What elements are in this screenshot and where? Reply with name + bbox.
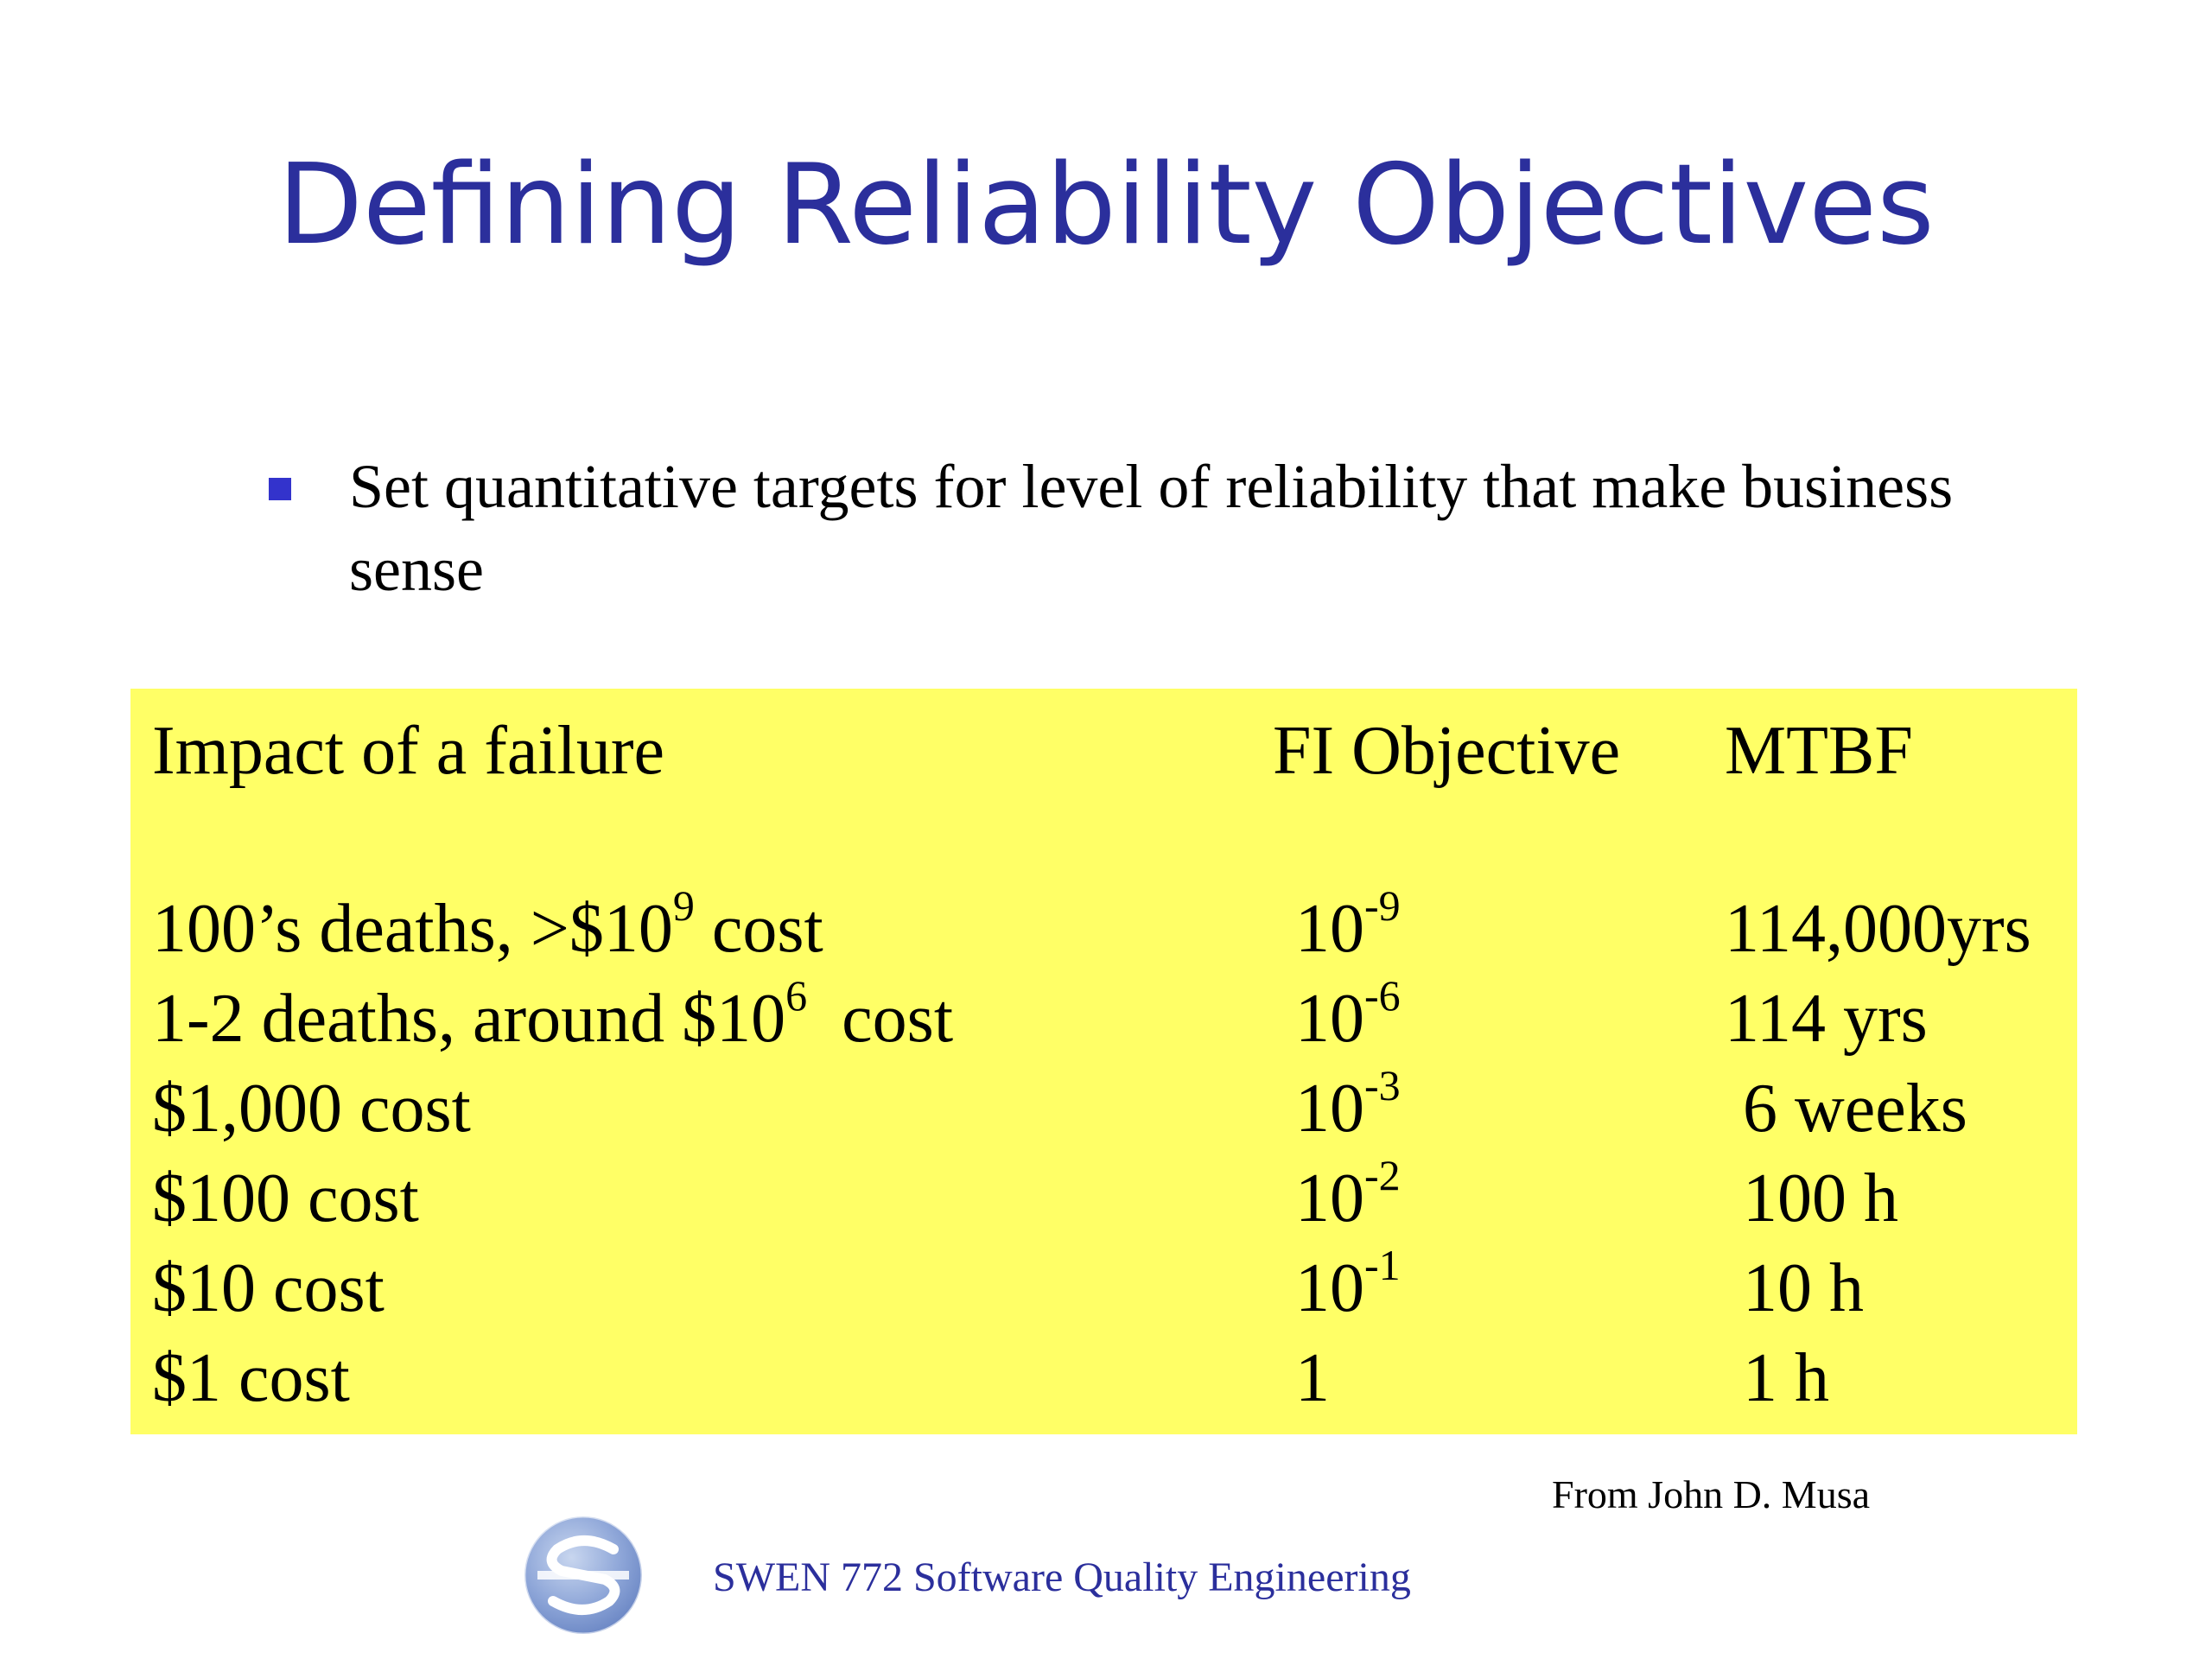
- table-row-fi: 10-1: [1295, 1243, 1401, 1332]
- fi-exponent: -6: [1364, 971, 1401, 1020]
- fi-base: 10: [1295, 1071, 1364, 1147]
- table-row-mtbf: 114 yrs: [1725, 981, 1928, 1057]
- table-row-impact: $100 cost: [152, 1160, 419, 1236]
- fi-base: 10: [1295, 981, 1364, 1057]
- table-row-fi: 10-3: [1295, 1064, 1401, 1152]
- source-credit: From John D. Musa: [1552, 1472, 1871, 1516]
- header-impact: Impact of a failure: [152, 713, 665, 789]
- table-row-fi: 1: [1295, 1340, 1330, 1416]
- fi-base: 10: [1295, 891, 1364, 967]
- header-mtbf: MTBF: [1725, 713, 1913, 789]
- table-row-mtbf: 6 weeks: [1743, 1071, 1967, 1147]
- impact-exponent: 6: [785, 971, 808, 1020]
- table-row-fi: 10-2: [1295, 1154, 1401, 1242]
- table-row-mtbf: 100 h: [1743, 1160, 1898, 1236]
- reliability-table: Impact of a failure FI Objective MTBF 10…: [130, 689, 2077, 1434]
- fi-exponent: -1: [1364, 1241, 1401, 1290]
- impact-exponent: 9: [672, 881, 695, 931]
- fi-exponent: -9: [1364, 881, 1401, 931]
- table-row-mtbf: 114,000yrs: [1725, 891, 2031, 967]
- impact-text: 100’s deaths, >$10: [152, 891, 673, 967]
- swen-logo-icon: [523, 1515, 644, 1636]
- table-row-mtbf: 10 h: [1743, 1250, 1864, 1326]
- impact-suffix: cost: [807, 981, 954, 1057]
- fi-base: 10: [1295, 1250, 1364, 1326]
- table-row-impact: $1 cost: [152, 1340, 350, 1416]
- header-fi-objective: FI Objective: [1273, 713, 1621, 789]
- course-footer: SWEN 772 Software Quality Engineering: [713, 1554, 1411, 1600]
- fi-exponent: -2: [1364, 1151, 1401, 1200]
- table-row-fi: 10-9: [1295, 884, 1401, 972]
- table-row-impact: $10 cost: [152, 1250, 385, 1326]
- impact-text: 1-2 deaths, around $10: [152, 981, 786, 1057]
- table-row-impact: 1-2 deaths, around $106 cost: [152, 974, 954, 1062]
- fi-exponent: -3: [1364, 1061, 1401, 1110]
- table-row-impact: $1,000 cost: [152, 1071, 471, 1147]
- bullet-text: Set quantitative targets for level of re…: [349, 452, 1954, 604]
- table-row-fi: 10-6: [1295, 974, 1401, 1062]
- slide-title: Defining Reliability Objectives: [277, 141, 1935, 270]
- impact-suffix: cost: [694, 891, 823, 967]
- bullet-square-icon: [269, 478, 291, 500]
- table-row-impact: 100’s deaths, >$109 cost: [152, 884, 823, 972]
- table-row-mtbf: 1 h: [1743, 1340, 1829, 1416]
- fi-base: 10: [1295, 1160, 1364, 1236]
